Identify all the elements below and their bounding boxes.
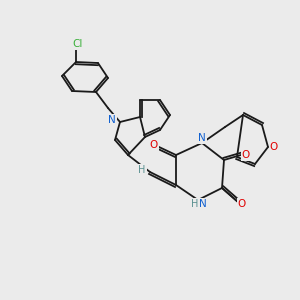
Text: O: O: [150, 140, 158, 150]
Text: N: N: [108, 115, 116, 125]
Text: Cl: Cl: [73, 39, 83, 49]
Text: N: N: [199, 199, 207, 209]
Text: O: O: [270, 142, 278, 152]
Text: O: O: [242, 150, 250, 160]
Text: H: H: [191, 199, 199, 209]
Text: N: N: [198, 133, 206, 143]
Text: H: H: [138, 165, 146, 175]
Text: O: O: [238, 199, 246, 209]
